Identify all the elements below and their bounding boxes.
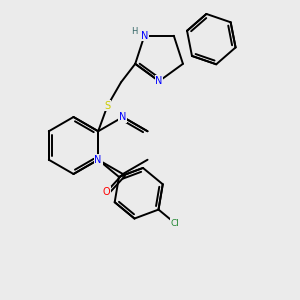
Text: Cl: Cl — [171, 219, 179, 228]
Text: S: S — [104, 101, 110, 111]
Text: O: O — [103, 187, 110, 197]
Text: N: N — [119, 112, 127, 122]
Text: N: N — [94, 155, 102, 165]
Text: H: H — [132, 27, 138, 36]
Text: N: N — [141, 31, 148, 41]
Text: N: N — [155, 76, 163, 86]
